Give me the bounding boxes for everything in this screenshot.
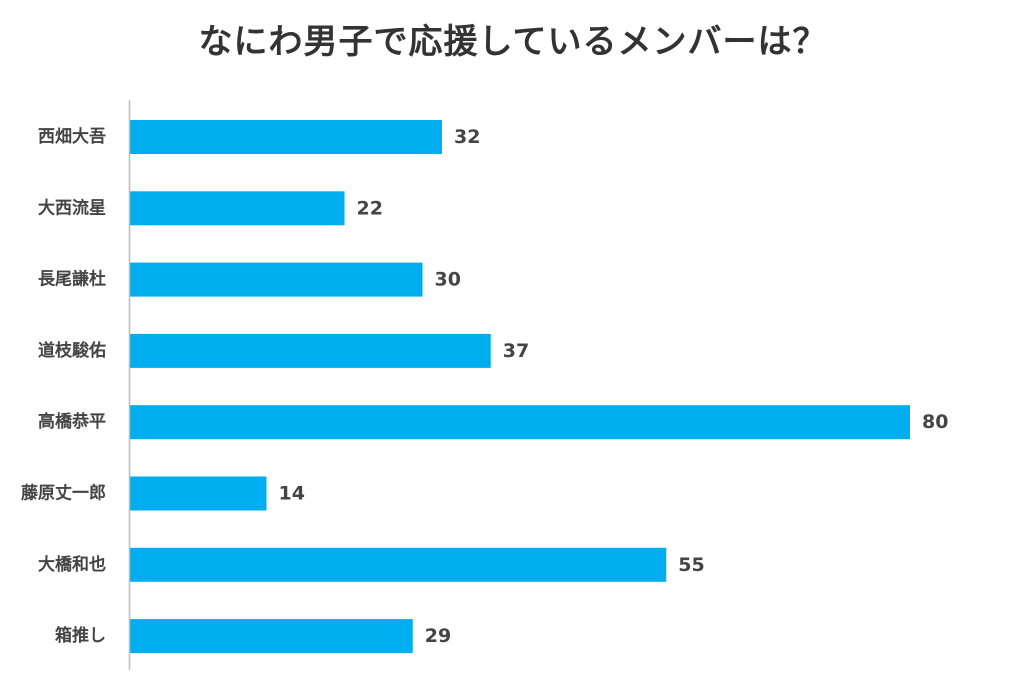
value-label: 22 bbox=[357, 197, 383, 219]
category-label: 道枝駿佑 bbox=[38, 340, 106, 361]
value-label: 14 bbox=[279, 483, 305, 505]
value-label: 32 bbox=[454, 126, 480, 148]
chart-title: なにわ男子で応援しているメンバーは？ bbox=[198, 22, 828, 62]
bar bbox=[130, 619, 413, 654]
value-label: 29 bbox=[425, 625, 451, 647]
bar bbox=[130, 405, 910, 440]
bar bbox=[130, 120, 442, 154]
category-label: 長尾謙杜 bbox=[38, 269, 106, 290]
category-label: 高橋恭平 bbox=[38, 411, 106, 432]
category-label: 箱推し bbox=[55, 625, 106, 646]
bar bbox=[130, 476, 267, 511]
category-label: 大橋和也 bbox=[38, 554, 106, 575]
category-label: 西畑大吾 bbox=[38, 126, 106, 147]
value-label: 37 bbox=[503, 340, 529, 362]
bar bbox=[130, 191, 345, 226]
value-label: 80 bbox=[922, 411, 948, 433]
bars-layer: 西畑大吾 32 大西流星 22 長尾謙杜 30 道枝駿佑 37 高橋恭平 80 藤原丈一郎 14 大橋和… bbox=[21, 120, 948, 654]
bar bbox=[130, 262, 423, 297]
value-label: 30 bbox=[435, 269, 461, 291]
category-label: 大西流星 bbox=[38, 197, 106, 218]
bar bbox=[130, 333, 491, 368]
value-label: 55 bbox=[678, 554, 704, 576]
category-label: 藤原丈一郎 bbox=[21, 483, 106, 504]
bar bbox=[130, 547, 667, 582]
